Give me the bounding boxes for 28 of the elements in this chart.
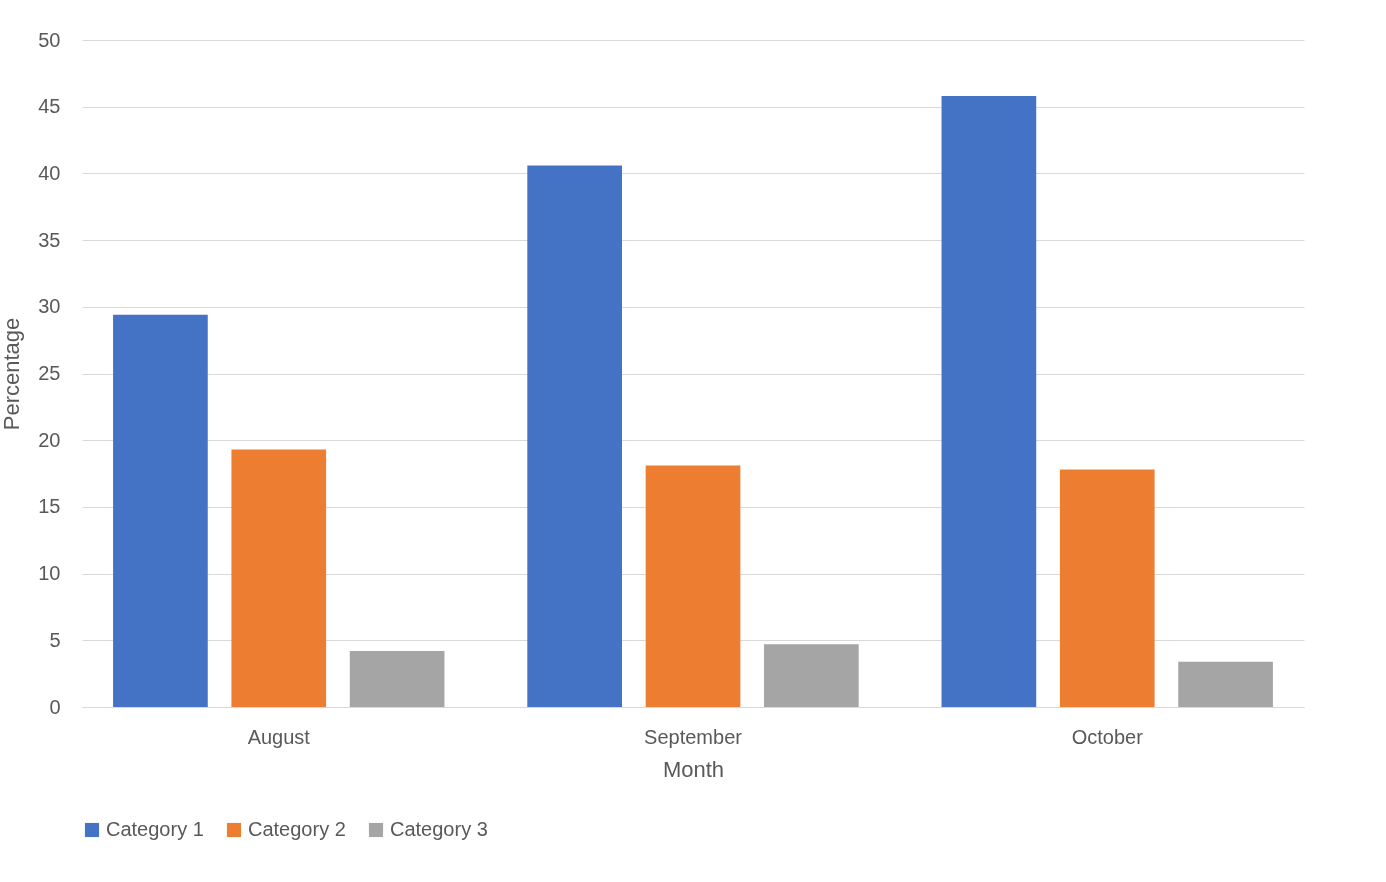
- x-tick-label: August: [247, 725, 311, 748]
- x-tick-label: October: [1071, 725, 1144, 748]
- y-tick-label: 45: [38, 95, 61, 118]
- y-tick-label: 10: [38, 562, 61, 585]
- y-tick-label: 0: [49, 695, 61, 718]
- bar: [645, 465, 741, 707]
- y-tick-label: 5: [49, 628, 61, 651]
- bar: [349, 650, 445, 707]
- bar: [764, 644, 859, 707]
- bar: [1178, 661, 1273, 707]
- y-tick-label: 20: [38, 428, 61, 451]
- bar: [1059, 469, 1155, 707]
- bar: [527, 165, 622, 707]
- bar: [231, 449, 327, 707]
- y-tick-label: 35: [38, 228, 61, 251]
- y-tick-label: 40: [38, 161, 61, 184]
- x-tick-label: September: [644, 725, 743, 748]
- x-axis-title: Month: [662, 756, 725, 782]
- legend-label: Category 1: [106, 818, 204, 840]
- y-tick-label: 25: [38, 362, 61, 384]
- legend-label: Category 2: [248, 818, 346, 840]
- legend-label: Category 3: [390, 818, 488, 840]
- bar: [941, 96, 1037, 707]
- y-tick-label: 30: [38, 295, 61, 318]
- y-tick-label: 15: [38, 495, 61, 518]
- bar: [113, 314, 208, 707]
- y-tick-label: 50: [38, 28, 61, 51]
- y-axis-title: Percentage: [0, 317, 25, 431]
